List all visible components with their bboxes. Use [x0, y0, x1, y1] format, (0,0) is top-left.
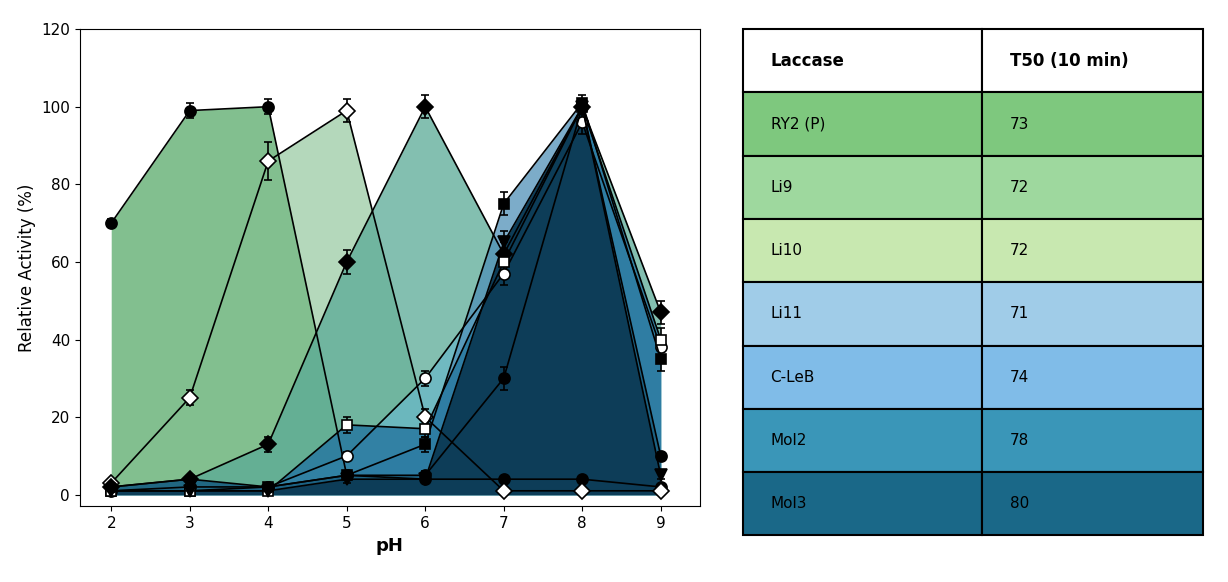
Text: Li9: Li9: [771, 180, 793, 195]
Text: Laccase: Laccase: [771, 52, 845, 70]
Text: 78: 78: [1009, 433, 1029, 448]
Bar: [743, 282, 982, 346]
Text: 72: 72: [1009, 243, 1029, 258]
Bar: [743, 93, 982, 156]
Text: Mol3: Mol3: [771, 496, 807, 512]
Bar: [982, 219, 1203, 282]
Bar: [743, 472, 982, 535]
Bar: [743, 346, 982, 409]
Bar: [982, 156, 1203, 219]
Text: 72: 72: [1009, 180, 1029, 195]
Text: 71: 71: [1009, 306, 1029, 321]
Text: RY2 (P): RY2 (P): [771, 116, 825, 132]
Text: Mol2: Mol2: [771, 433, 807, 448]
Bar: [743, 29, 982, 93]
Text: 74: 74: [1009, 370, 1029, 385]
Text: C-LeB: C-LeB: [771, 370, 815, 385]
Bar: [982, 29, 1203, 93]
Bar: [982, 409, 1203, 472]
Text: 73: 73: [1009, 116, 1029, 132]
Bar: [743, 409, 982, 472]
Y-axis label: Relative Activity (%): Relative Activity (%): [17, 183, 36, 352]
Text: Li11: Li11: [771, 306, 803, 321]
Bar: [982, 346, 1203, 409]
Bar: [743, 219, 982, 282]
Bar: [743, 156, 982, 219]
Bar: [982, 93, 1203, 156]
Bar: [982, 472, 1203, 535]
Text: Li10: Li10: [771, 243, 803, 258]
X-axis label: pH: pH: [376, 537, 404, 555]
Text: 80: 80: [1009, 496, 1029, 512]
Bar: [982, 282, 1203, 346]
Text: T50 (10 min): T50 (10 min): [1009, 52, 1129, 70]
